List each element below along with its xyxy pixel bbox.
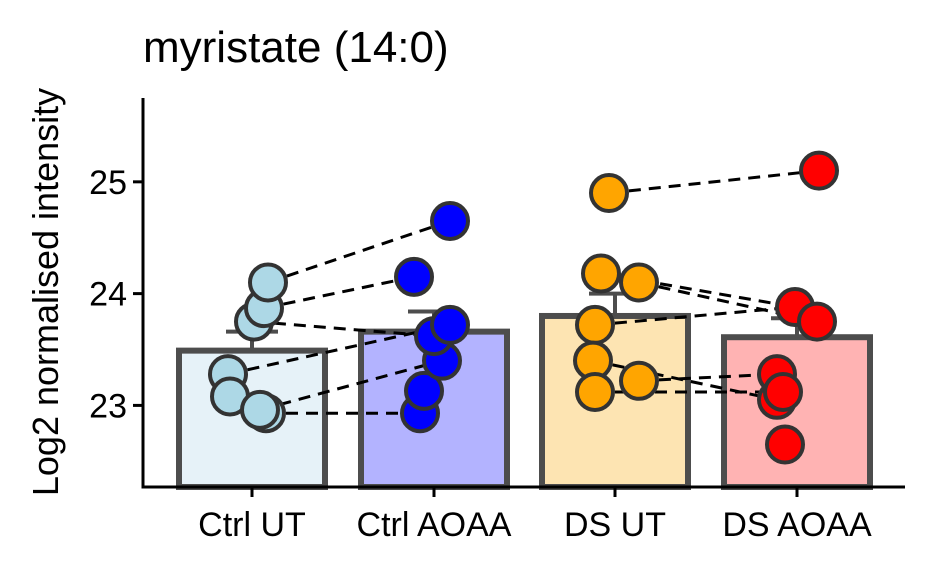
data-point [575,304,615,345]
data-point [797,301,837,342]
data-point [248,262,288,303]
pair-line [594,305,796,327]
data-point [394,256,434,297]
points-layer [208,150,839,465]
data-point [619,262,659,303]
pair-line [600,272,796,309]
data-point [404,370,444,411]
data-point [799,150,839,191]
pair-line [592,359,778,402]
pair-line [227,323,451,376]
data-point [763,371,803,412]
data-point [589,173,629,214]
data-point [240,389,280,430]
x-tick-label: Ctrl AOAA [357,506,512,544]
y-tick-label: 25 [89,164,127,202]
pair-line [263,275,415,310]
y-axis-label: Log2 normalised intensity [25,88,66,496]
x-tick-label: Ctrl UT [198,506,306,544]
data-point [619,360,659,401]
y-tick-label: 23 [89,387,127,425]
x-tick-label: DS AOAA [722,506,872,544]
data-point [575,371,615,412]
axes-layer: 23 24 25 Ctrl UT Ctrl AOAA DS UT DS AOAA [89,98,905,544]
data-point [430,200,470,241]
pair-line [608,169,820,195]
pair-line [253,320,435,338]
pair-line [267,219,451,284]
data-point [765,424,805,465]
chart-title: myristate (14:0) [143,23,449,72]
bar [721,334,873,490]
bar [539,312,691,491]
pair-line [638,372,778,383]
data-point [581,253,621,294]
pair-line [259,359,443,412]
y-tick-label: 24 [89,276,127,314]
data-point [430,304,470,345]
x-tick-label: DS UT [564,506,666,544]
pair-lines-layer [227,169,820,415]
